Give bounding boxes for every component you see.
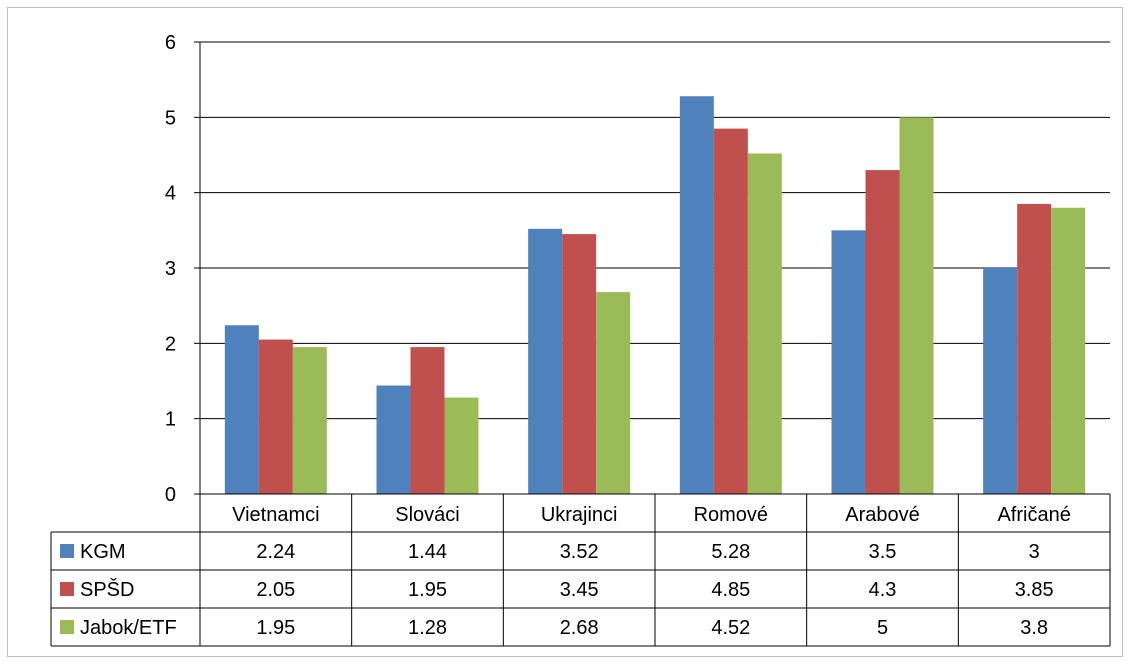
category-label: Vietnamci [232, 504, 319, 526]
table-cell-value: 2.24 [256, 541, 295, 563]
bar-kgm-5 [983, 268, 1018, 494]
legend-swatch [60, 582, 74, 596]
table-cell-value: 4.3 [869, 579, 897, 601]
bar-sp-d-2 [562, 234, 597, 494]
legend-label: SPŠD [80, 578, 134, 601]
table-cell-value: 4.85 [711, 579, 750, 601]
legend-label: KGM [80, 541, 126, 563]
bar-jabok-etf-1 [444, 397, 479, 494]
bar-jabok-etf-2 [596, 292, 631, 494]
y-tick-label: 0 [165, 484, 176, 506]
y-tick-label: 1 [165, 409, 176, 431]
bar-sp-d-3 [713, 128, 748, 494]
bar-kgm-2 [528, 228, 563, 494]
table-cell-value: 5.28 [711, 541, 750, 563]
category-label: Afričané [997, 504, 1070, 526]
category-label: Arabové [845, 504, 920, 526]
table-cell-value: 2.68 [560, 617, 599, 639]
legend-label: Jabok/ETF [80, 617, 177, 639]
legend-swatch [60, 620, 74, 634]
bar-jabok-etf-0 [292, 347, 327, 494]
table-cell-value: 1.95 [408, 579, 447, 601]
bar-jabok-etf-3 [747, 153, 782, 494]
bar-sp-d-1 [410, 347, 445, 494]
bar-kgm-3 [679, 96, 714, 495]
bar-sp-d-5 [1017, 203, 1052, 494]
bar-jabok-etf-4 [899, 117, 934, 494]
y-tick-label: 5 [165, 107, 176, 129]
y-tick-label: 4 [165, 183, 176, 205]
table-cell-value: 3.5 [869, 541, 897, 563]
table-cell-value: 5 [877, 617, 888, 639]
table-cell-value: 2.05 [256, 579, 295, 601]
bar-kgm-1 [376, 385, 411, 494]
bar-sp-d-0 [258, 339, 293, 494]
table-cell-value: 3.52 [560, 541, 599, 563]
y-tick-label: 3 [165, 258, 176, 280]
bar-jabok-etf-5 [1051, 207, 1086, 494]
table-cell-value: 1.28 [408, 617, 447, 639]
bar-sp-d-4 [865, 170, 900, 495]
y-tick-label: 2 [165, 333, 176, 355]
table-cell-value: 3.85 [1015, 579, 1054, 601]
table-cell-value: 1.44 [408, 541, 447, 563]
table-cell-value: 1.95 [256, 617, 295, 639]
table-cell-value: 3 [1029, 541, 1040, 563]
table-cell-value: 4.52 [711, 617, 750, 639]
legend-swatch [60, 544, 74, 558]
category-label: Slováci [395, 504, 459, 526]
table-cell-value: 3.8 [1020, 617, 1048, 639]
bar-kgm-4 [831, 230, 866, 495]
category-label: Ukrajinci [541, 504, 618, 526]
category-label: Romové [694, 504, 768, 526]
table-cell-value: 3.45 [560, 579, 599, 601]
bar-kgm-0 [224, 325, 259, 494]
y-tick-label: 6 [165, 32, 176, 54]
